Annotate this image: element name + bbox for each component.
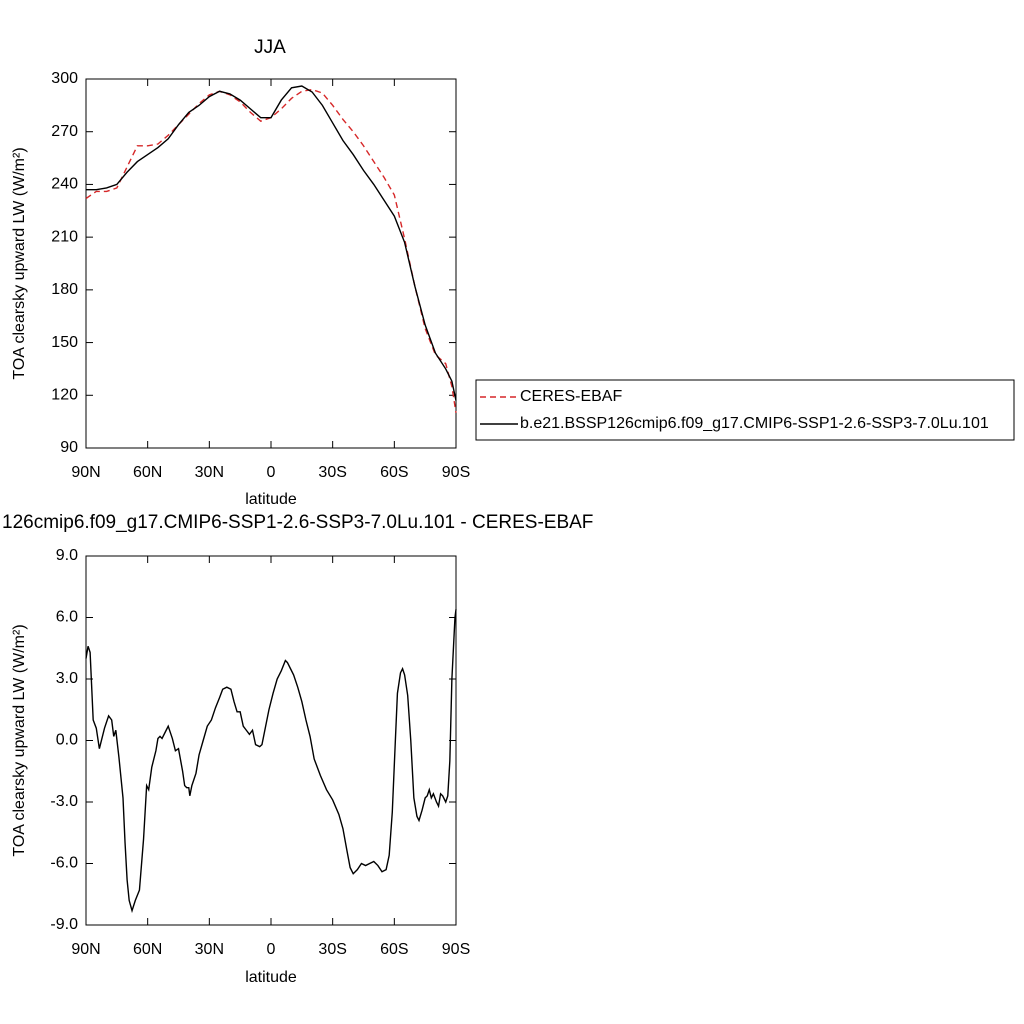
x-tick-label: 90S [442,464,470,481]
y-tick-label: 150 [51,334,78,351]
x-tick-label: 90N [71,941,100,958]
x-tick-label: 30S [318,941,346,958]
x-tick-label: 60S [380,464,408,481]
x-tick-label: 60N [133,464,162,481]
x-tick-label: 30N [195,941,224,958]
data-line [85,88,457,413]
y-tick-label: 300 [51,70,78,87]
y-tick-label: -9.0 [50,916,78,933]
y-tick-label: 240 [51,176,78,193]
plot-frame [85,78,457,449]
x-tick-label: 60S [380,941,408,958]
data-line [85,609,457,914]
x-tick-label: 90N [71,464,100,481]
y-tick-label: 270 [51,123,78,140]
y-tick-label: 3.0 [56,670,78,687]
x-tick-label: 0 [267,941,276,958]
legend-label: CERES-EBAF [520,388,622,405]
y-axis-label: TOA clearsky upward LW (W/m²) [11,147,28,379]
x-tick-label: 30N [195,464,224,481]
y-tick-label: 90 [60,439,78,456]
x-tick-label: 0 [267,464,276,481]
x-tick-label: 90S [442,941,470,958]
data-line [86,85,457,401]
y-axis-label: TOA clearsky upward LW (W/m²) [11,624,28,856]
legend-label: b.e21.BSSP126cmip6.f09_g17.CMIP6-SSP1-2.… [520,415,989,432]
chart-title: JJA [254,37,286,58]
legend-box [475,379,1015,441]
x-tick-label: 60N [133,941,162,958]
y-tick-label: 120 [51,387,78,404]
x-axis-label: latitude [245,491,297,508]
y-tick-label: 6.0 [56,609,78,626]
x-axis-label: latitude [245,969,297,986]
chart-title: 126cmip6.f09_g17.CMIP6-SSP1-2.6-SSP3-7.0… [2,512,593,533]
y-tick-label: -6.0 [50,855,78,872]
y-tick-label: 9.0 [56,547,78,564]
y-tick-label: -3.0 [50,793,78,810]
y-tick-label: 210 [51,228,78,245]
y-tick-label: 0.0 [56,732,78,749]
y-tick-label: 180 [51,281,78,298]
x-tick-label: 30S [318,464,346,481]
